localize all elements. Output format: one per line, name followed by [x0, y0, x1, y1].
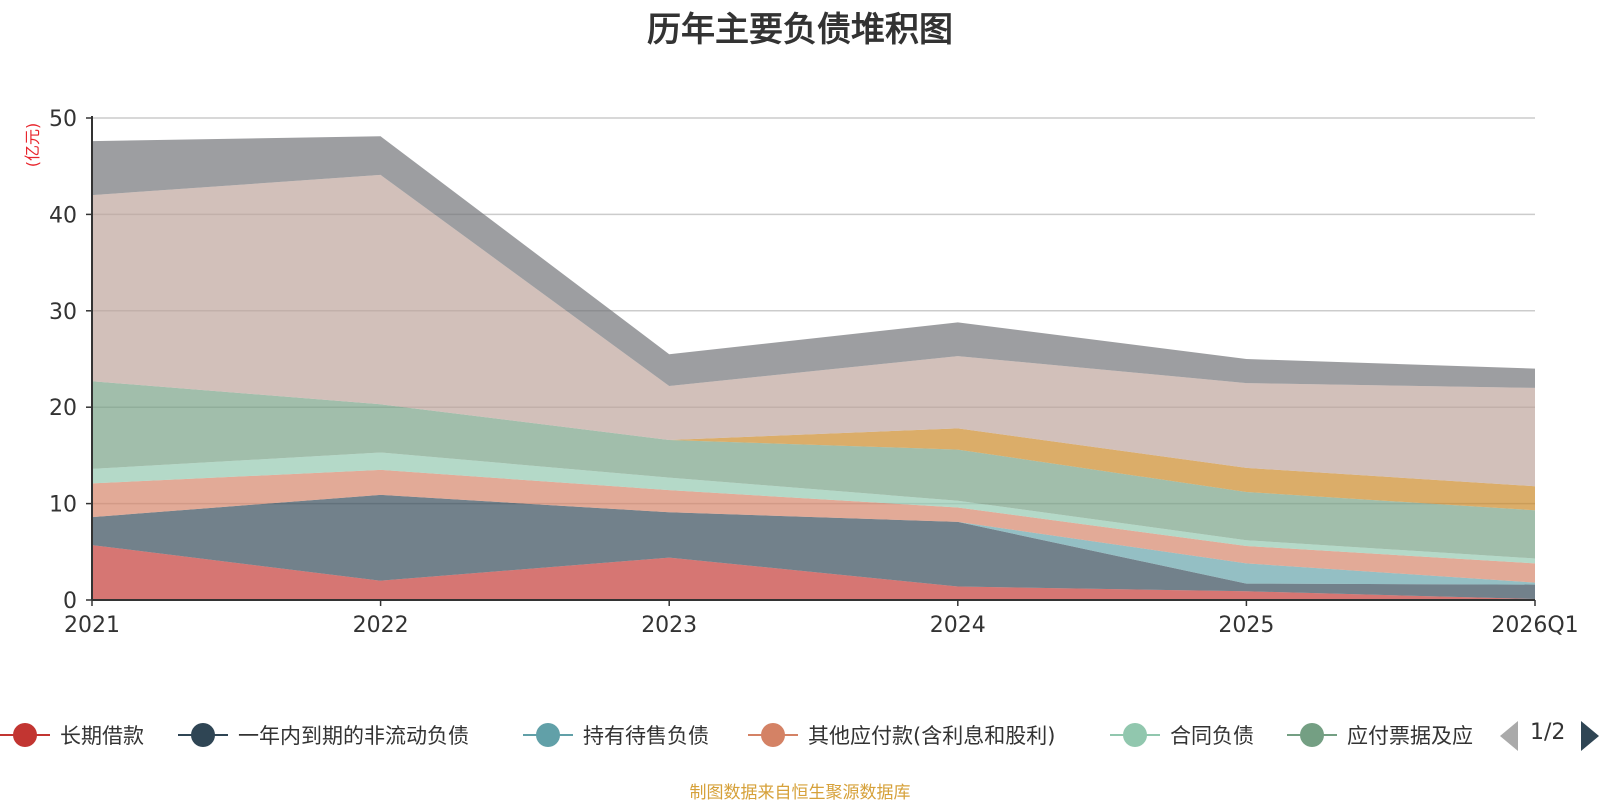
legend-item-current-noncurrent-liabilities[interactable]: 一年内到期的非流动负债: [178, 718, 469, 752]
series-marker-icon: [178, 718, 228, 752]
legend-label: 合同负债: [1170, 724, 1254, 748]
area-series-一年内到期的非流动负债[interactable]: [92, 494, 1535, 599]
legend-label: 应付票据及应: [1347, 724, 1473, 748]
series-marker-icon: [1110, 718, 1160, 752]
area-series-应交税费[interactable]: [92, 381, 1535, 511]
series-marker-icon: [748, 718, 798, 752]
legend-item-notes-accounts-payable[interactable]: 应付票据及应: [1287, 718, 1482, 752]
area-series-group: [92, 136, 1535, 600]
chart-title: 历年主要负债堆积图: [647, 10, 953, 50]
legend-page-indicator: 1/2: [1530, 720, 1566, 745]
x-tick-label: 2021: [64, 613, 120, 638]
area-series-短期借款[interactable]: [92, 174, 1535, 487]
legend: 长期借款 一年内到期的非流动负债 持有待售负债 其他应付款(含利息和股利) 合同…: [0, 718, 1600, 752]
series-marker-icon: [1287, 718, 1337, 752]
area-series-合同负债[interactable]: [92, 452, 1535, 564]
area-series-持有待售负债[interactable]: [92, 494, 1535, 585]
legend-item-held-for-sale-liabilities[interactable]: 持有待售负债: [523, 718, 709, 752]
x-tick-label: 2026Q1: [1491, 613, 1578, 638]
y-tick-label: 40: [49, 203, 77, 228]
legend-item-contract-liabilities[interactable]: 合同负债: [1110, 718, 1254, 752]
legend-label: 一年内到期的非流动负债: [238, 724, 469, 748]
area-series-其他应付款(含利息和股利)[interactable]: [92, 469, 1535, 583]
y-tick-label: 10: [49, 493, 77, 518]
legend-prev-page-icon[interactable]: [1500, 721, 1518, 751]
series-marker-icon: [0, 718, 50, 752]
y-tick-label: 30: [49, 300, 77, 325]
data-source-note: 制图数据来自恒生聚源数据库: [689, 783, 911, 803]
x-tick-label: 2022: [353, 613, 409, 638]
x-tick-label: 2023: [641, 613, 697, 638]
x-tick-label: 2024: [930, 613, 986, 638]
x-tick-label: 2025: [1218, 613, 1274, 638]
area-series-其他[interactable]: [92, 136, 1535, 388]
legend-label: 长期借款: [60, 724, 144, 748]
legend-label: 其他应付款(含利息和股利): [808, 724, 1056, 748]
area-series-长期借款[interactable]: [92, 545, 1535, 600]
legend-label: 持有待售负债: [583, 724, 709, 748]
area-series-应付票据及应付账款[interactable]: [92, 381, 1535, 559]
legend-next-page-icon[interactable]: [1581, 721, 1599, 751]
axes: 0 10 20 30 40 50 2021 2022 2023 2024 2025 2026Q1: [49, 107, 1579, 638]
series-marker-icon: [523, 718, 573, 752]
y-tick-label: 20: [49, 396, 77, 421]
y-axis-unit-label: (亿元): [23, 123, 42, 168]
y-tick-label: 50: [49, 107, 77, 132]
legend-item-other-payables[interactable]: 其他应付款(含利息和股利): [748, 718, 1055, 752]
y-tick-label: 0: [63, 589, 77, 614]
legend-item-long-term-loans[interactable]: 长期借款: [0, 718, 144, 752]
